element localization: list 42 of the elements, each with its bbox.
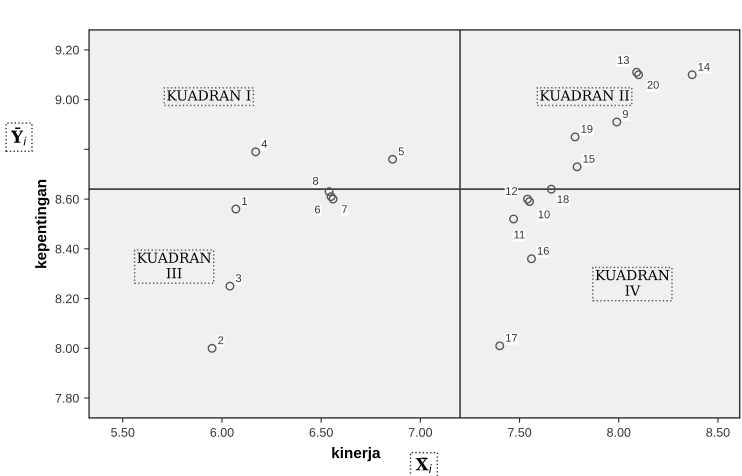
annotation: 5 <box>398 147 404 156</box>
annotation: 2 <box>218 336 224 344</box>
annotation: 15 <box>583 154 595 163</box>
annotation: 17 <box>506 334 518 342</box>
annotation: 6 <box>314 206 320 214</box>
text: Ȳ$_{i}$ <box>10 127 26 146</box>
annotation: 13 <box>618 56 630 64</box>
y-tick-label: 7.80 <box>56 394 79 403</box>
annotation: 12 <box>506 187 518 195</box>
x-tick-label: 8.50 <box>706 428 730 437</box>
annotation: KUADRAN III <box>137 252 211 278</box>
y-axis-title: kepentingan <box>35 180 50 268</box>
annotation: 16 <box>538 246 549 255</box>
annotation: 9 <box>622 110 628 118</box>
annotation: KUADRAN IV <box>596 270 670 296</box>
text: X̄$_{i}$ <box>416 458 432 473</box>
y-tick-label: 9.20 <box>56 46 79 55</box>
x-tick-label: 8.00 <box>607 428 630 437</box>
annotation: 18 <box>558 195 569 204</box>
x-axis-title: kinerja <box>332 447 381 462</box>
y-tick-label: 8.00 <box>56 344 79 353</box>
annotation: KUADRAN I <box>167 90 250 101</box>
annotation: 14 <box>698 62 710 71</box>
annotation: 8 <box>312 176 318 185</box>
y-tick-label: 8.60 <box>56 194 79 204</box>
x-tick-label: 5.50 <box>111 428 134 437</box>
annotation: KUADRAN II <box>540 90 629 101</box>
annotation: 7 <box>342 205 348 213</box>
y-tick-label: 8.40 <box>56 244 79 254</box>
x-tick-label: 6.00 <box>210 428 234 437</box>
x-tick-label: 7.00 <box>408 428 432 437</box>
annotation: 1 <box>242 197 248 205</box>
annotation: 20 <box>647 80 659 89</box>
annotation: 19 <box>582 124 592 133</box>
annotation: 4 <box>262 140 268 148</box>
annotation: 11 <box>514 230 525 238</box>
annotation: 3 <box>236 274 242 282</box>
y-tick-label: 8.20 <box>56 294 79 304</box>
y-tick-label: 9.00 <box>56 95 79 104</box>
annotation: 10 <box>538 210 550 218</box>
x-tick-label: 6.50 <box>310 428 333 437</box>
x-tick-label: 7.50 <box>508 428 532 437</box>
